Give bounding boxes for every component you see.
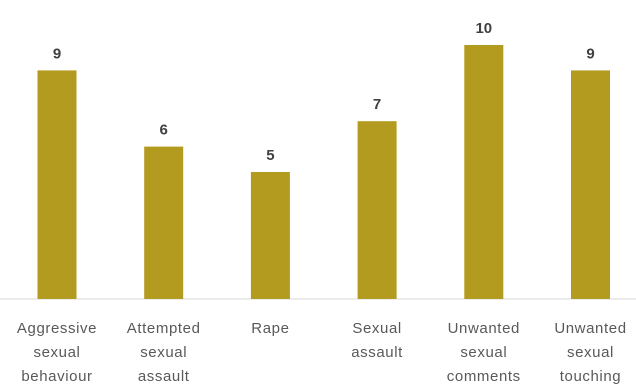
category-label-4-line-2: comments xyxy=(447,368,521,385)
category-label-1-line-0: Attempted xyxy=(127,320,201,337)
category-label-0-line-0: Aggressive xyxy=(17,320,97,337)
category-labels-group: Aggressive sexual behaviour Attempted sexual… xyxy=(17,320,626,385)
bar-3 xyxy=(357,121,397,299)
bar-4 xyxy=(464,45,504,299)
category-label-4-line-1: sexual xyxy=(460,344,507,361)
data-labels-group: 9 6 5 7 10 9 xyxy=(53,20,595,164)
data-label-4: 10 xyxy=(475,20,492,37)
category-label-1-line-1: sexual xyxy=(140,344,187,361)
data-label-0: 9 xyxy=(53,45,61,62)
category-label-3-line-0: Sexual xyxy=(352,320,401,337)
category-label-5-line-2: touching xyxy=(560,368,622,385)
bar-0 xyxy=(37,70,77,300)
category-label-1-line-2: assault xyxy=(138,368,190,385)
bars-group xyxy=(37,45,610,300)
category-label-3-line-1: assault xyxy=(351,344,403,361)
category-label-5-line-0: Unwanted xyxy=(554,320,626,337)
data-label-1: 6 xyxy=(160,122,168,139)
category-label-2-line-0: Rape xyxy=(251,320,289,337)
bar-2 xyxy=(250,172,290,299)
category-label-0-line-2: behaviour xyxy=(21,368,92,385)
data-label-2: 5 xyxy=(266,147,274,164)
data-label-5: 9 xyxy=(586,45,594,62)
category-label-4-line-0: Unwanted xyxy=(448,320,520,337)
category-label-5-line-1: sexual xyxy=(567,344,614,361)
category-label-0-line-1: sexual xyxy=(34,344,81,361)
bar-1 xyxy=(144,146,184,299)
bar-5 xyxy=(571,70,610,300)
data-label-3: 7 xyxy=(373,96,381,113)
